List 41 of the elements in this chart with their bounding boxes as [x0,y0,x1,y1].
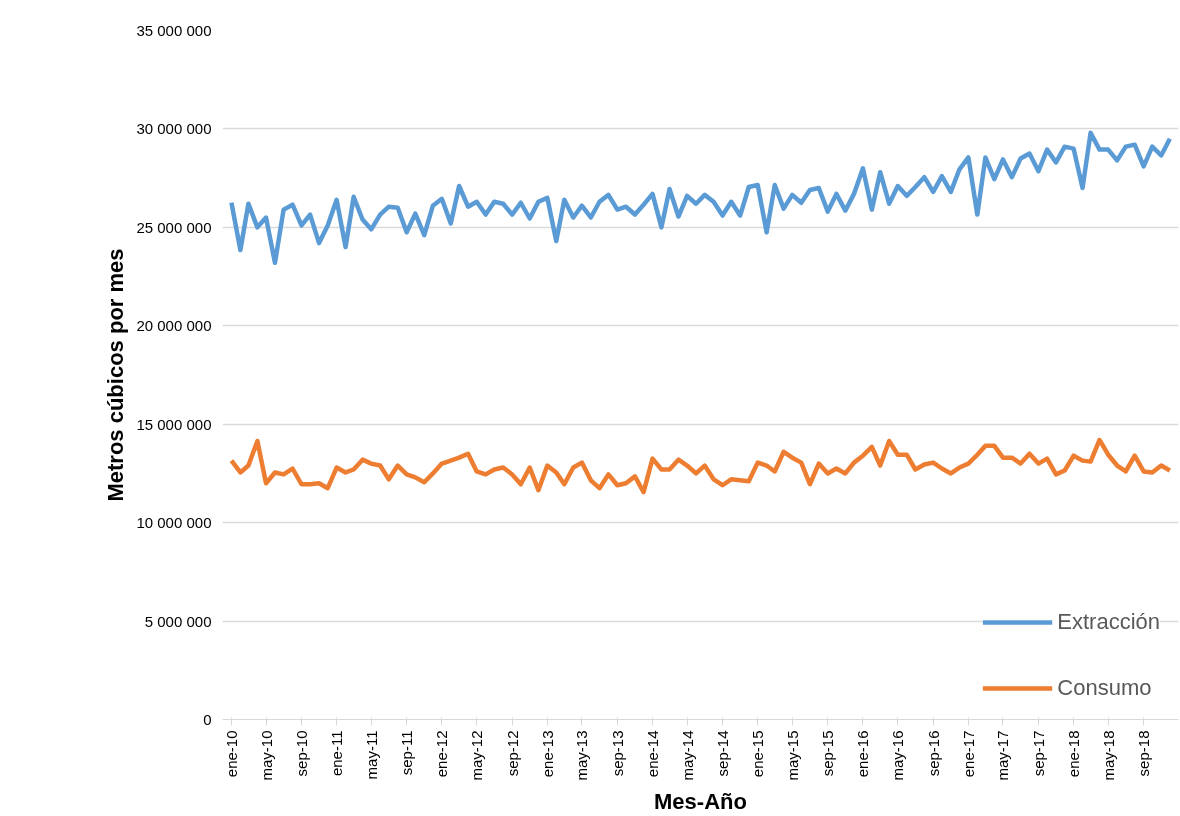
x-tick-label: ene-11 [328,730,346,777]
line-series [229,130,1173,266]
y-tick-label: 20 000 000 [136,317,212,335]
x-tick-label: ene-16 [854,730,872,778]
x-tick-label: sep-16 [924,730,942,777]
legend-label: Consumo [1057,675,1152,701]
y-tick-label: 10 000 000 [136,514,212,532]
y-tick-label: 35 000 000 [136,22,212,39]
x-tick-label: sep-15 [819,730,837,777]
x-tick-label: may-17 [994,730,1012,781]
x-tick-label: may-16 [889,730,907,781]
x-tick-label: may-14 [678,730,696,781]
y-tick-label: 5 000 000 [144,612,212,630]
x-tick-label: ene-10 [222,730,240,778]
x-tick-label: may-18 [1099,730,1117,781]
y-tick-label: 0 [203,711,212,728]
x-tick-label: may-10 [257,730,275,781]
x-tick-label: ene-14 [644,730,662,778]
x-tick-label: sep-11 [398,730,416,776]
x-tick-label: sep-12 [503,730,521,777]
x-tick-label: ene-18 [1065,730,1083,778]
y-tick-label: 15 000 000 [136,415,212,433]
x-tick-label: sep-10 [292,730,310,777]
line-series [229,437,1173,495]
y-tick-label: 25 000 000 [136,218,212,236]
x-tick-label: may-15 [783,730,801,781]
x-tick-label: ene-15 [749,730,767,778]
y-axis-title: Metros cúbicos por mes [103,248,129,502]
y-tick-label: 30 000 000 [136,120,212,138]
x-tick-label: may-13 [573,730,591,781]
legend-label: Extracción [1057,609,1160,635]
x-axis-title: Mes-Año [654,788,747,814]
x-tick-label: sep-13 [608,730,626,777]
x-tick-label: may-11 [362,730,380,780]
x-tick-label: ene-13 [538,730,556,778]
x-tick-label: may-12 [468,730,486,781]
x-tick-label: sep-14 [714,730,732,777]
x-tick-label: sep-18 [1135,730,1153,777]
x-tick-label: ene-12 [433,730,451,778]
x-tick-label: sep-17 [1029,730,1047,777]
x-tick-label: ene-17 [959,730,977,778]
